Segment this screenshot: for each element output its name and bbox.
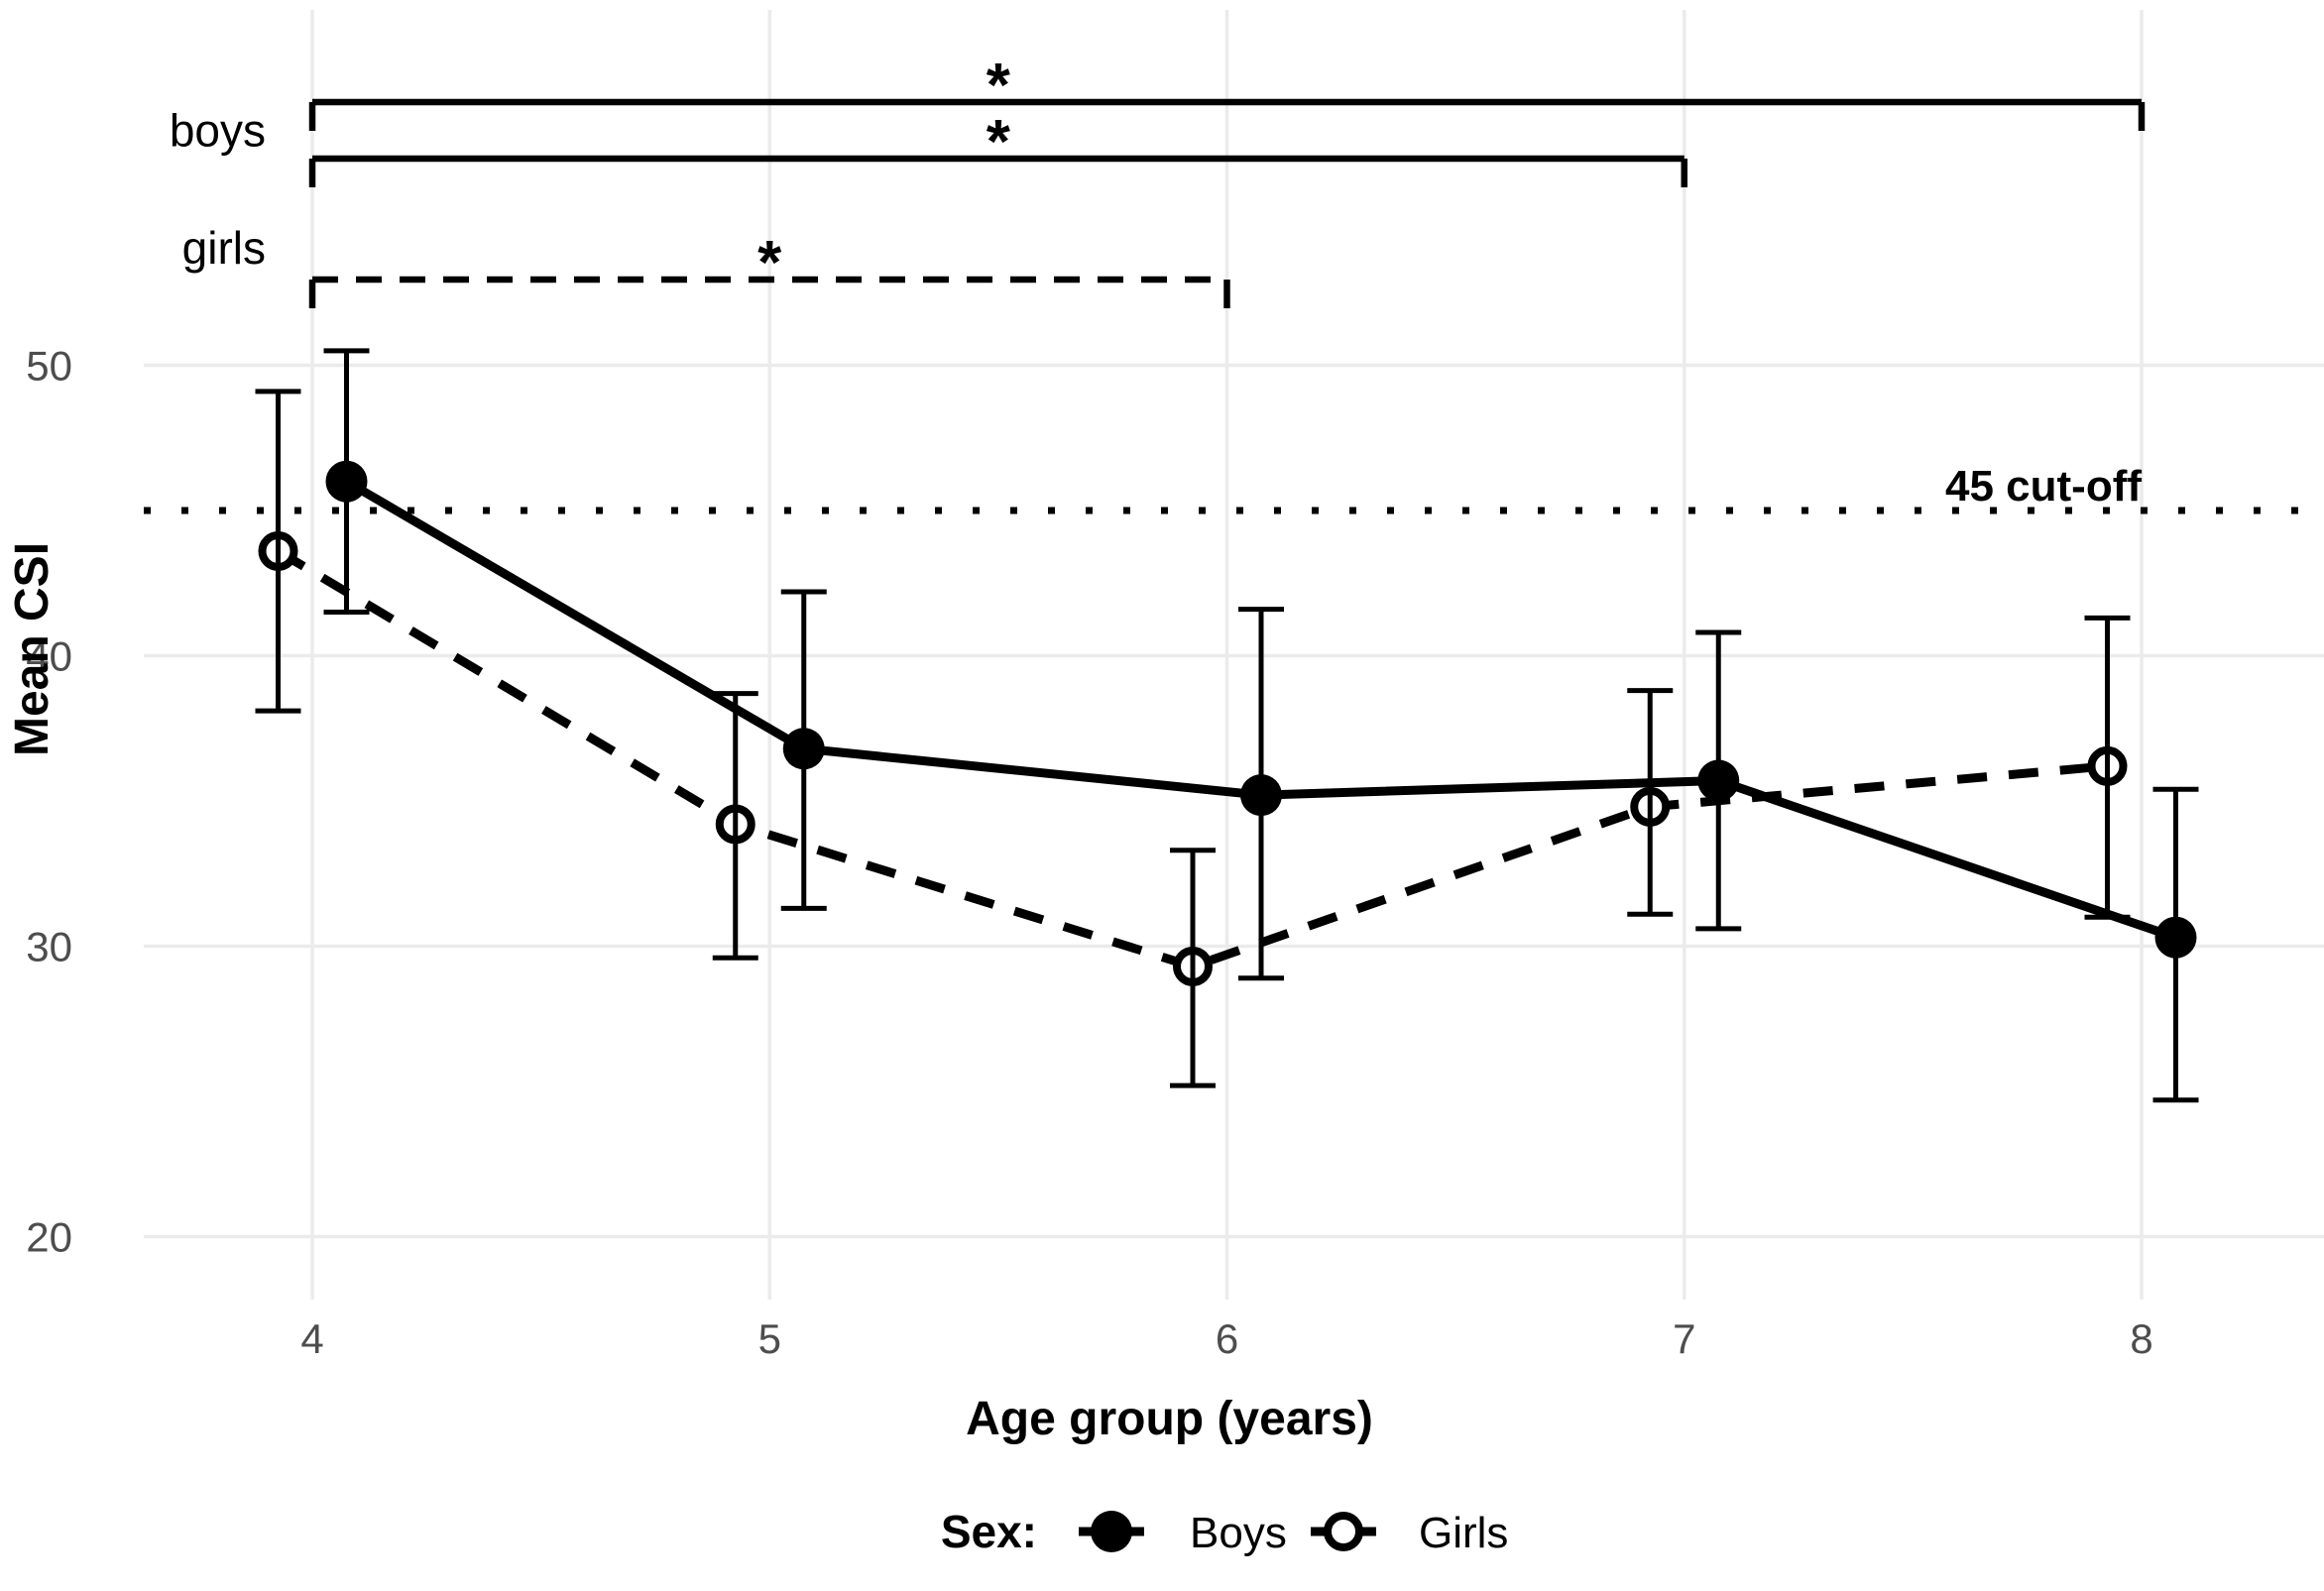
bracket-label-girls: girls <box>182 222 266 274</box>
y-axis-title: Mean CSI <box>6 542 58 756</box>
axis-labels-layer: 20 30 40 50 4 5 6 7 8 Age group (years) Mean CSI <box>6 343 2153 1446</box>
cutoff-line-layer: 45 cut-off <box>144 462 2324 514</box>
y-tick-label: 20 <box>26 1214 72 1261</box>
legend-label-boys: Boys <box>1190 1509 1287 1557</box>
cutoff-label: 45 cut-off <box>1945 462 2142 511</box>
girls-error-bar <box>1170 848 1216 1088</box>
legend-title: Sex: <box>941 1506 1037 1557</box>
error-bars-layer <box>255 348 2199 1103</box>
significance-asterisk-girls-4to6: * <box>757 229 782 297</box>
girls-error-bar <box>712 691 758 961</box>
gridlines-layer <box>144 10 2324 1300</box>
bracket-label-boys: boys <box>170 105 266 157</box>
boys-error-bar <box>1238 607 1284 981</box>
y-tick-label: 40 <box>26 633 72 680</box>
legend-girls-key-marker <box>1324 1512 1363 1551</box>
legend-layer: Sex: Boys Girls <box>941 1506 1509 1557</box>
girls-error-bar <box>255 389 301 714</box>
significance-asterisk-boys-4to7: * <box>987 108 1011 176</box>
x-tick-label: 8 <box>2130 1315 2152 1362</box>
boys-error-bar <box>323 348 370 616</box>
boys-error-bar <box>1695 629 1742 932</box>
legend-label-girls: Girls <box>1419 1509 1508 1557</box>
legend-boys-key-marker <box>1091 1511 1132 1552</box>
significance-asterisk-boys-4to8: * <box>987 52 1011 120</box>
girls-error-bar <box>1627 688 1674 917</box>
y-tick-label: 30 <box>26 924 72 970</box>
x-tick-label: 6 <box>1216 1315 1238 1362</box>
series-markers-layer <box>258 460 2197 987</box>
boys-error-bar <box>780 589 827 911</box>
boys-error-bar <box>2152 786 2199 1103</box>
x-tick-label: 7 <box>1673 1315 1695 1362</box>
x-axis-title: Age group (years) <box>966 1393 1373 1445</box>
x-tick-label: 4 <box>300 1315 323 1362</box>
y-tick-label: 50 <box>26 343 72 390</box>
x-tick-label: 5 <box>758 1315 781 1362</box>
girls-error-bar <box>2084 615 2131 920</box>
